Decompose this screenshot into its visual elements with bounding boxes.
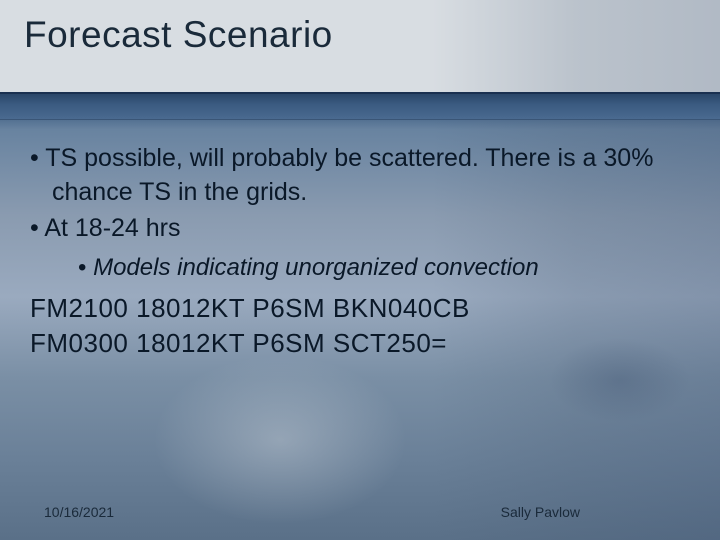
slide-footer: 10/16/2021 Sally Pavlow [0,504,720,520]
bullet-item: At 18-24 hrs [30,212,690,246]
footer-date: 10/16/2021 [44,504,114,520]
slide-body: TS possible, will probably be scattered.… [0,92,720,361]
slide-header: Forecast Scenario [0,0,720,92]
footer-author: Sally Pavlow [501,504,680,520]
forecast-line: FM2100 18012KT P6SM BKN040CB [30,291,690,326]
slide-title: Forecast Scenario [24,14,720,56]
forecast-line: FM0300 18012KT P6SM SCT250= [30,326,690,361]
bullet-item: TS possible, will probably be scattered.… [30,142,690,210]
sub-bullet-item: Models indicating unorganized convection [30,251,690,285]
